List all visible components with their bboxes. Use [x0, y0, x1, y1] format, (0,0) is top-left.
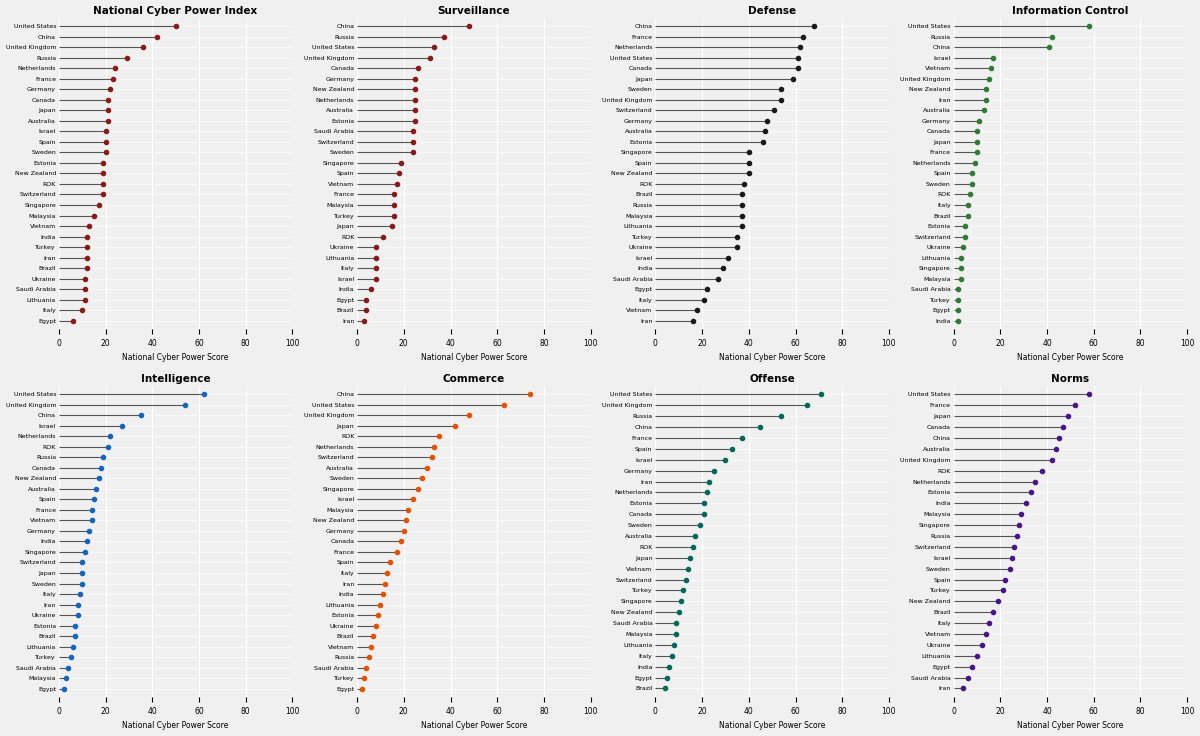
Title: Information Control: Information Control	[1013, 6, 1128, 15]
Title: Defense: Defense	[748, 6, 797, 15]
Title: Surveillance: Surveillance	[438, 6, 510, 15]
Title: Commerce: Commerce	[443, 374, 505, 383]
Title: Norms: Norms	[1051, 374, 1090, 383]
X-axis label: National Cyber Power Score: National Cyber Power Score	[122, 721, 229, 730]
X-axis label: National Cyber Power Score: National Cyber Power Score	[1018, 721, 1123, 730]
Title: National Cyber Power Index: National Cyber Power Index	[94, 6, 258, 15]
X-axis label: National Cyber Power Score: National Cyber Power Score	[421, 353, 527, 362]
X-axis label: National Cyber Power Score: National Cyber Power Score	[1018, 353, 1123, 362]
Title: Offense: Offense	[749, 374, 796, 383]
X-axis label: National Cyber Power Score: National Cyber Power Score	[719, 353, 826, 362]
X-axis label: National Cyber Power Score: National Cyber Power Score	[719, 721, 826, 730]
Title: Intelligence: Intelligence	[140, 374, 210, 383]
X-axis label: National Cyber Power Score: National Cyber Power Score	[122, 353, 229, 362]
X-axis label: National Cyber Power Score: National Cyber Power Score	[421, 721, 527, 730]
